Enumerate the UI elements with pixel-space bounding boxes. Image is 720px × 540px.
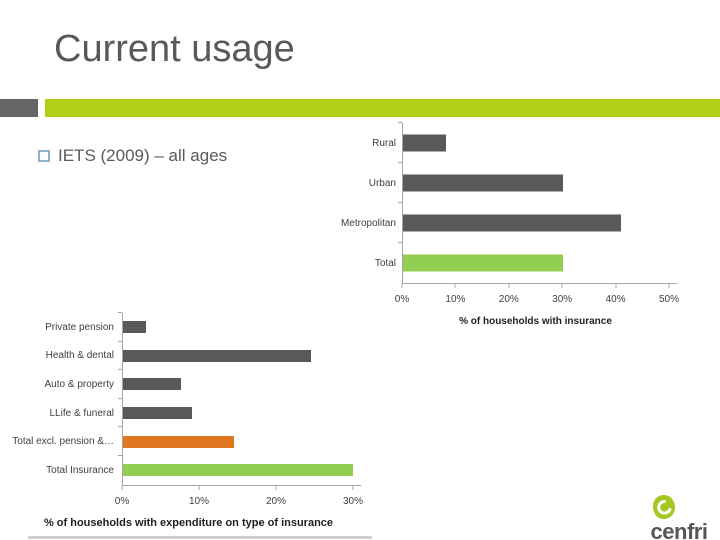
chart-row: Urban [320,162,669,203]
category-label: Auto & property [44,378,114,390]
bullet-text: IETS (2009) – all ages [58,146,228,165]
x-axis-line [402,283,677,284]
bar-track [118,426,353,456]
bar-track [398,162,669,203]
chart-households-with-insurance: Rural Urban Metropolitan Total 0% 10% 20% 30% 40… [320,118,692,327]
chart-row: Metropolitan [320,202,669,243]
chart-row: Total excl. pension &… [0,426,353,456]
bar-track [398,122,669,163]
bar-track [118,340,353,371]
x-tick-label: 10% [445,294,466,305]
bar-rural [403,134,446,152]
x-tick-mark [121,485,123,490]
x-axis-title: % of households with insurance [459,316,612,327]
x-tick-label: 50% [658,294,680,305]
x-tick-mark [668,284,670,288]
bar-total-excl-pension- [123,435,235,448]
chart-row: LLife & funeral [0,397,353,428]
x-tick-mark [275,485,277,490]
chart-row: Total Insurance [0,454,353,485]
bar-urban [403,174,563,192]
x-tick-label: 30% [552,294,573,305]
x-tick-label: 10% [188,495,209,507]
x-tick-label: 20% [498,294,519,305]
bar-auto-property [123,378,181,391]
cenfri-logo: cenfri [642,494,716,540]
bar-track [118,312,353,342]
x-tick-label: 0% [394,294,410,305]
chart-row: Health & dental [0,340,353,371]
x-tick-label: 0% [114,495,130,507]
x-axis: 0% 10% 20% 30% 40% 50% [395,283,679,314]
bar-track [118,369,353,399]
category-label: Total excl. pension &… [12,436,114,448]
bullet-item: IETS (2009) – all ages [38,146,227,166]
x-tick-mark [401,284,403,288]
cenfri-logo-text: cenfri [650,518,708,540]
bar-track [118,397,353,428]
chart-rows: Private pension Health & dental Auto & pro… [0,312,353,485]
chart-row: Rural [320,122,669,163]
bar-track [398,242,669,283]
accent-band-green-segment [45,99,720,117]
x-tick-mark [561,284,563,288]
x-tick-label: 20% [265,495,286,507]
bar-health-dental [123,349,311,362]
chart-rows: Rural Urban Metropolitan Total [320,122,669,283]
x-axis: 0% 10% 20% 30% [115,484,363,515]
bar-track [398,202,669,243]
chart-row: Auto & property [0,369,353,399]
bar-total [403,254,563,272]
chart-row: Private pension [0,312,353,342]
category-label: Health & dental [45,350,114,362]
accent-band-gray-segment [0,99,38,117]
bar-total-insurance [123,464,353,477]
bottom-divider-line [28,536,372,539]
x-tick-mark [198,485,200,490]
bar-llife-funeral [123,407,192,420]
chart-row: Total [320,242,669,283]
bar-private-pension [123,321,146,334]
x-tick-mark [454,284,456,288]
bullet-square-icon [38,150,50,162]
x-tick-label: 40% [605,294,626,305]
bar-metropolitan [403,214,622,232]
category-label: Rural [372,137,396,149]
chart-expenditure-by-insurance-type: Private pension Health & dental Auto & pro… [0,312,366,529]
page-title: Current usage [54,28,295,70]
bar-track [118,454,353,485]
x-tick-mark [508,284,510,288]
x-tick-label: 30% [342,495,364,507]
category-label: LLife & funeral [49,407,115,419]
x-tick-mark [352,485,354,490]
cenfri-leaf-icon [652,494,676,519]
category-label: Total [374,257,396,269]
category-label: Metropolitan [340,217,396,229]
x-tick-mark [615,284,617,288]
x-axis-line [122,484,361,486]
x-axis-title: % of households with expenditure on type… [43,516,334,529]
category-label: Private pension [45,321,114,333]
category-label: Urban [368,177,396,189]
category-label: Total Insurance [46,464,114,476]
